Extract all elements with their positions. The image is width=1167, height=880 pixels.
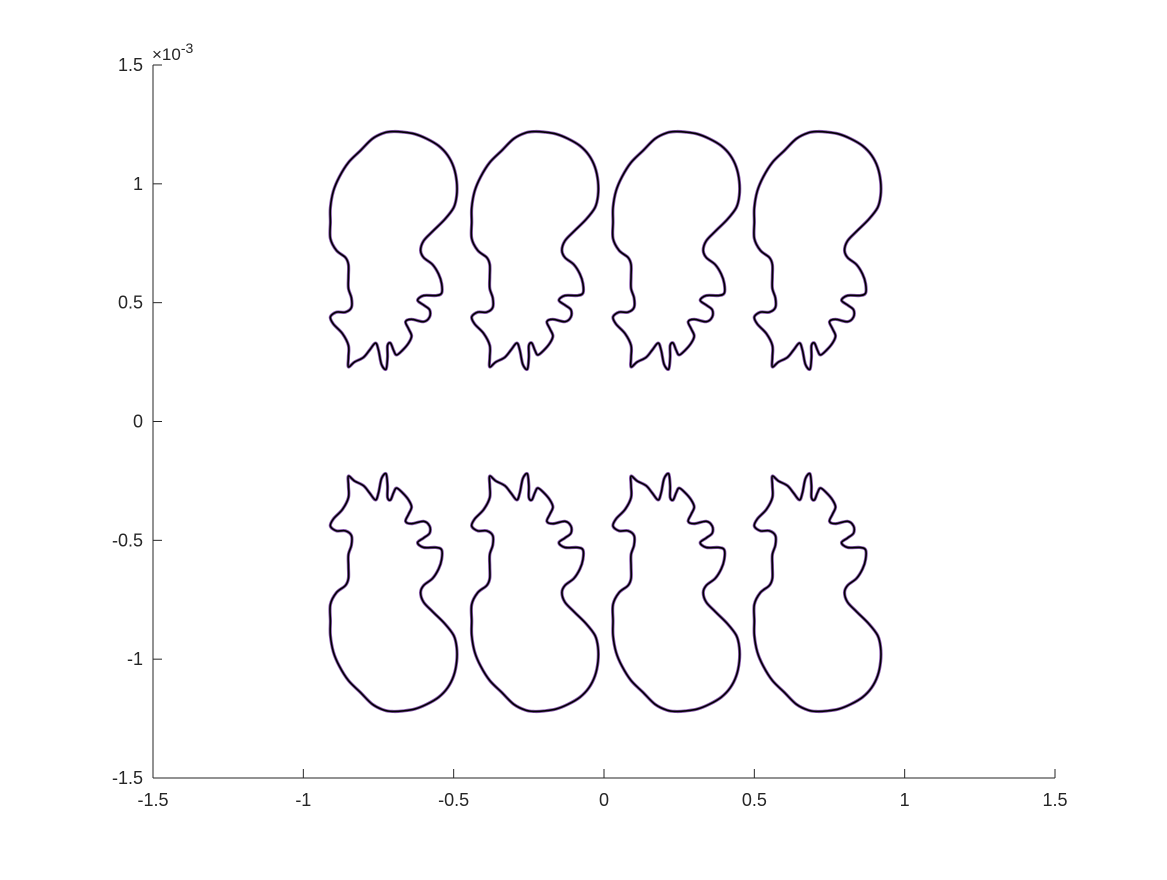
series-curve-line	[329, 472, 458, 713]
series-curve-line	[753, 472, 882, 713]
series-curve-4	[752, 129, 883, 372]
shapes-layer	[328, 129, 883, 714]
x-tick-label: -1	[295, 790, 311, 810]
y-scale-exponent-power: -3	[181, 40, 194, 56]
series-curve-tint	[610, 471, 742, 714]
y-ticks: -1.5 -1 -0.5 0 0.5 1 1.5	[112, 55, 162, 788]
axes-layer: -1.5 -1 -0.5 0 0.5 1 1.5 -1.5 -1 -0.5 0 0.5 1 1.5 ×1…	[112, 40, 1068, 810]
series-curve-line	[753, 130, 882, 371]
series-curve-line	[329, 130, 458, 371]
y-tick-label: 0	[133, 412, 143, 432]
series-curve-tint	[752, 129, 883, 372]
y-tick-label: 0.5	[118, 293, 143, 313]
x-ticks: -1.5 -1 -0.5 0 0.5 1 1.5	[137, 769, 1068, 810]
x-tick-label: 0.5	[742, 790, 767, 810]
series-curve-1	[328, 129, 459, 372]
series-curve-8	[752, 471, 883, 714]
y-tick-label: 1.5	[118, 55, 143, 75]
y-tick-label: -1.5	[112, 768, 143, 788]
series-curve-tint	[469, 129, 600, 372]
y-scale-exponent-base: ×10	[152, 45, 181, 64]
x-tick-label: -0.5	[438, 790, 469, 810]
series-curve-7	[610, 471, 742, 714]
series-curve-line	[611, 130, 741, 371]
series-curve-2	[469, 129, 600, 372]
x-tick-label: 0	[599, 790, 609, 810]
x-tick-label: 1	[900, 790, 910, 810]
y-tick-label: 1	[133, 174, 143, 194]
series-curve-6	[469, 471, 600, 714]
series-curve-5	[328, 471, 459, 714]
series-curve-line	[470, 472, 600, 713]
x-tick-label: -1.5	[137, 790, 168, 810]
series-curve-tint	[469, 471, 600, 714]
series-curve-3	[610, 129, 742, 372]
series-curve-tint	[328, 471, 459, 714]
series-curve-tint	[328, 129, 459, 372]
x-tick-label: 1.5	[1042, 790, 1067, 810]
series-curve-tint	[610, 129, 742, 372]
series-curve-tint	[752, 471, 883, 714]
y-tick-label: -0.5	[112, 530, 143, 550]
series-curve-line	[470, 130, 600, 371]
y-tick-label: -1	[127, 649, 143, 669]
series-curve-line	[611, 472, 741, 713]
y-scale-exponent: ×10-3	[152, 40, 194, 64]
